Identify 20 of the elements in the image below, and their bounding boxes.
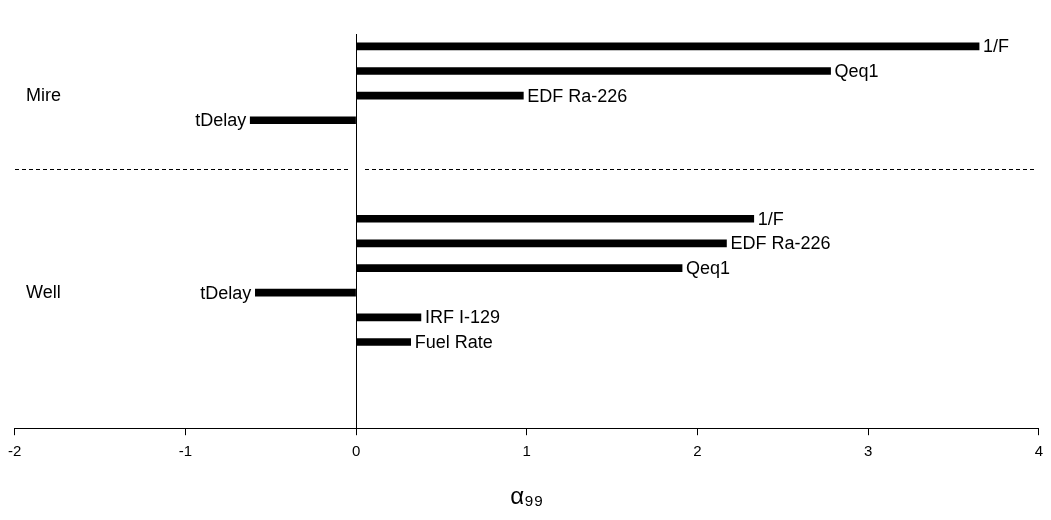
y-tick-label: Qeq1 xyxy=(834,60,879,81)
y-tick-label: EDF Ra-226 xyxy=(730,233,831,254)
y-tick-label: Fuel Rate xyxy=(414,331,493,352)
y-tick-label: Qeq1 xyxy=(686,258,731,279)
x-tick-label: 1 xyxy=(522,442,531,460)
y-tick-label: tDelay xyxy=(195,110,247,131)
y-tick-label: EDF Ra-226 xyxy=(527,85,628,106)
x-axis-title: α₉₉ xyxy=(510,482,544,510)
x-tick-label: 0 xyxy=(351,442,361,460)
annotation: Mire xyxy=(26,84,61,105)
x-tick-label: 3 xyxy=(863,442,873,460)
x-tick-label: -1 xyxy=(178,442,193,460)
y-tick-label: 1/F xyxy=(757,208,784,229)
x-tick-label: 4 xyxy=(1034,442,1043,460)
y-tick-label: IRF I-129 xyxy=(424,307,500,328)
y-tick-label: 1/F xyxy=(983,36,1010,57)
y-tick-label: tDelay xyxy=(200,282,252,303)
x-tick-label: -2 xyxy=(8,442,22,460)
x-tick-label: 2 xyxy=(693,442,702,460)
annotation: Well xyxy=(26,281,61,302)
